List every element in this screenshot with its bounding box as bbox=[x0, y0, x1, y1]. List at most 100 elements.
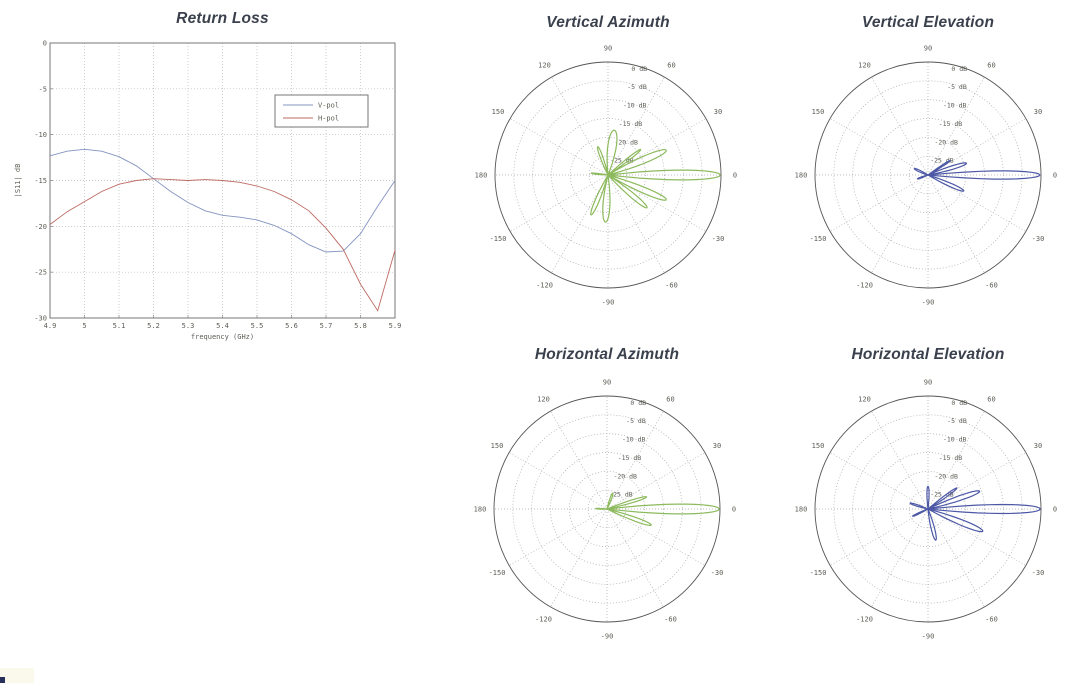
db-ring-label: 0 dB bbox=[630, 399, 646, 407]
legend: V-pol H-pol bbox=[274, 94, 369, 128]
radiation-pattern bbox=[590, 129, 721, 223]
angle-label: -120 bbox=[536, 281, 553, 289]
angle-label: 0 bbox=[732, 506, 736, 514]
horizontal-azimuth-title: Horizontal Azimuth bbox=[534, 346, 680, 363]
x-axis-label: frequency (GHz) bbox=[191, 333, 254, 341]
angle-label: 150 bbox=[491, 442, 504, 450]
angle-label: 30 bbox=[713, 442, 721, 450]
svg-text:0: 0 bbox=[43, 40, 47, 48]
svg-text:5.3: 5.3 bbox=[182, 322, 195, 330]
angle-label: 180 bbox=[475, 172, 488, 180]
horizontal-elevation-title: Horizontal Elevation bbox=[851, 346, 1005, 363]
db-ring-label: -10 dB bbox=[943, 102, 967, 110]
angle-label: 60 bbox=[666, 396, 674, 404]
vertical-elevation-chart: 0 30 60 90 120 150 180 -150 -120 -90 -60 -30 0 dB -5 … bbox=[793, 40, 1063, 315]
svg-text:-30: -30 bbox=[34, 315, 47, 323]
db-ring-label: -5 dB bbox=[627, 83, 647, 91]
polar-grid bbox=[814, 395, 1042, 623]
return-loss-plot: 4.9 5 5.1 5.2 5.3 5.4 5.5 5.6 5.7 5.8 5.9 0 -5 -10 -15… bbox=[14, 40, 402, 342]
svg-text:5.7: 5.7 bbox=[320, 322, 333, 330]
db-ring-label: 0 dB bbox=[951, 399, 967, 407]
angle-label: 150 bbox=[492, 108, 505, 116]
db-ring-label: -25 dB bbox=[930, 491, 954, 499]
db-ring-label: 0 dB bbox=[951, 65, 967, 73]
corner-artifact-light bbox=[0, 668, 34, 683]
vertical-elevation-title: Vertical Elevation bbox=[861, 14, 995, 31]
svg-text:5.2: 5.2 bbox=[147, 322, 160, 330]
svg-text:5.8: 5.8 bbox=[354, 322, 367, 330]
angle-label: 120 bbox=[538, 62, 551, 70]
angle-label: 180 bbox=[795, 506, 808, 514]
legend-label: H-pol bbox=[318, 115, 339, 123]
angle-label: 60 bbox=[667, 62, 675, 70]
svg-text:-15: -15 bbox=[34, 177, 47, 185]
svg-text:5.4: 5.4 bbox=[216, 322, 229, 330]
db-ring-label: -25 dB bbox=[930, 157, 954, 165]
svg-text:5: 5 bbox=[82, 322, 86, 330]
angle-label: 0 bbox=[733, 172, 737, 180]
db-ring-label: 0 dB bbox=[631, 65, 647, 73]
angle-label: -150 bbox=[490, 235, 507, 243]
angle-label: 120 bbox=[537, 396, 550, 404]
series-v-pol bbox=[49, 148, 396, 253]
angle-label: -150 bbox=[489, 569, 506, 577]
angle-label: 180 bbox=[474, 506, 487, 514]
db-ring-label: -5 dB bbox=[626, 417, 646, 425]
angle-label: 180 bbox=[795, 172, 808, 180]
angle-label: -120 bbox=[856, 281, 873, 289]
db-ring-label: -5 dB bbox=[947, 83, 967, 91]
angle-label: 0 bbox=[1053, 506, 1057, 514]
angle-label: -120 bbox=[856, 615, 873, 623]
radiation-pattern bbox=[913, 160, 1041, 192]
db-ring-label: -20 dB bbox=[934, 472, 958, 480]
angle-label: -30 bbox=[1032, 569, 1045, 577]
polar-plot-vertical-elevation: 0 30 60 90 120 150 180 -150 -120 -90 -60 -30 0 dB -5 … bbox=[795, 45, 1057, 307]
svg-text:5.6: 5.6 bbox=[285, 322, 298, 330]
angle-label: 150 bbox=[812, 442, 825, 450]
angle-label: 60 bbox=[987, 62, 995, 70]
db-ring-label: -20 dB bbox=[613, 472, 637, 480]
angle-label: 30 bbox=[1034, 442, 1042, 450]
angle-label: -90 bbox=[922, 299, 935, 307]
angle-label: -120 bbox=[535, 615, 552, 623]
angle-label: 60 bbox=[987, 396, 995, 404]
angle-label: -90 bbox=[602, 299, 615, 307]
db-ring-label: -20 dB bbox=[614, 138, 638, 146]
db-ring-label: -5 dB bbox=[947, 417, 967, 425]
angle-label: 90 bbox=[603, 379, 611, 387]
legend-label: V-pol bbox=[318, 102, 339, 110]
db-ring-label: -10 dB bbox=[623, 102, 647, 110]
db-ring-label: -15 dB bbox=[619, 120, 643, 128]
db-ring-label: -15 dB bbox=[618, 454, 642, 462]
angle-label: -90 bbox=[601, 633, 614, 641]
svg-text:-5: -5 bbox=[39, 85, 47, 93]
polar-plot-horizontal-elevation: 0 30 60 90 120 150 180 -150 -120 -90 -60 -30 0 dB -5 … bbox=[795, 379, 1057, 641]
db-ring-label: -25 dB bbox=[610, 157, 634, 165]
angle-label: -60 bbox=[665, 281, 678, 289]
angle-label: 90 bbox=[924, 45, 932, 53]
svg-text:-25: -25 bbox=[34, 269, 47, 277]
db-ring-label: -15 dB bbox=[939, 454, 963, 462]
return-loss-title: Return Loss bbox=[176, 10, 269, 27]
angle-label: -150 bbox=[810, 569, 827, 577]
angle-label: 0 bbox=[1053, 172, 1057, 180]
angle-label: 30 bbox=[714, 108, 722, 116]
angle-label: 120 bbox=[858, 396, 871, 404]
db-ring-label: -15 dB bbox=[939, 120, 963, 128]
angle-label: -60 bbox=[985, 615, 998, 623]
angle-label: 90 bbox=[604, 45, 612, 53]
angle-label: -30 bbox=[711, 569, 724, 577]
svg-text:5.1: 5.1 bbox=[113, 322, 126, 330]
svg-text:-10: -10 bbox=[34, 131, 47, 139]
angle-label: -60 bbox=[985, 281, 998, 289]
svg-text:4.9: 4.9 bbox=[44, 322, 57, 330]
angle-label: -60 bbox=[664, 615, 677, 623]
svg-text:5.5: 5.5 bbox=[251, 322, 264, 330]
polar-grid bbox=[493, 395, 721, 623]
vertical-azimuth-chart: 0 30 60 90 120 150 180 -150 -120 -90 -60 -30 0 dB -5 … bbox=[473, 40, 743, 315]
angle-label: -150 bbox=[810, 235, 827, 243]
vertical-azimuth-title: Vertical Azimuth bbox=[546, 14, 670, 31]
svg-text:5.9: 5.9 bbox=[389, 322, 402, 330]
polar-plot-horizontal-azimuth: 0 30 60 90 120 150 180 -150 -120 -90 -60 -30 0 dB -5 … bbox=[474, 379, 736, 641]
db-ring-label: -25 dB bbox=[609, 491, 633, 499]
